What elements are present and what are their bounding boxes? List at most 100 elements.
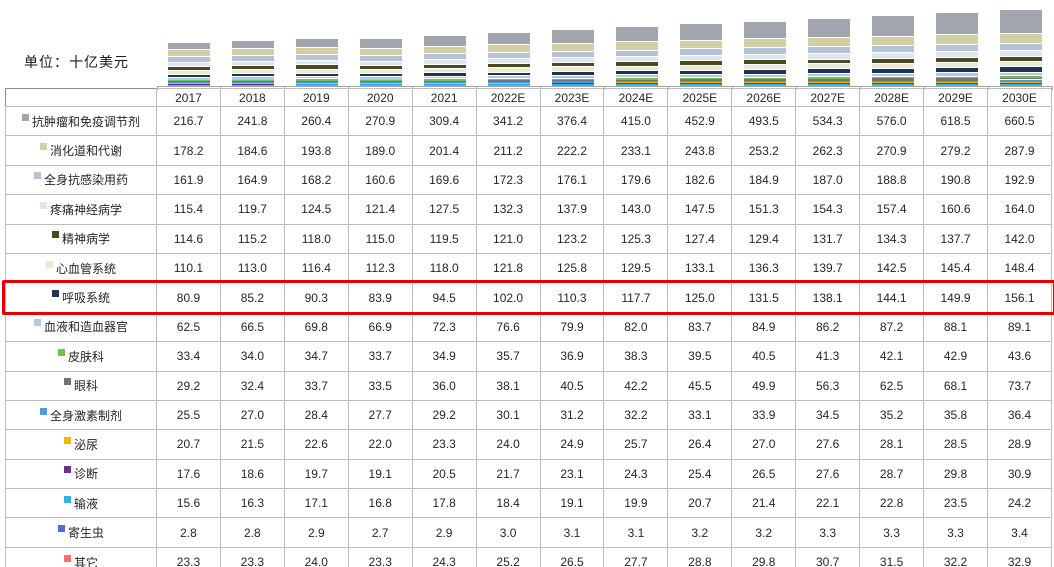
row-label: 眼科 (5, 370, 157, 401)
bar-segment (808, 69, 850, 75)
stacked-bar-2020 (360, 39, 402, 86)
value-cell: 3.3 (923, 517, 988, 548)
bar-segment (424, 80, 466, 82)
bar-segment (744, 84, 786, 85)
value-cell: 114.6 (156, 223, 221, 254)
value-cell: 160.6 (347, 164, 413, 196)
bar-segment (808, 84, 850, 86)
value-cell: 21.5 (219, 429, 285, 460)
bar-segment (296, 80, 338, 82)
value-cell: 190.8 (923, 164, 988, 196)
year-header: 2026E (731, 88, 797, 107)
value-cell: 131.7 (795, 223, 861, 254)
stacked-bar-2019 (296, 38, 338, 86)
value-cell: 30.9 (986, 458, 1053, 490)
value-cell: 139.7 (795, 252, 861, 284)
bar-slot-2018 (221, 0, 285, 90)
bar-segment (936, 62, 978, 69)
value-cell: 66.5 (219, 311, 285, 343)
bar-segment (872, 36, 914, 47)
bar-segment (232, 85, 274, 86)
value-cell: 20.7 (667, 488, 733, 519)
bar-segment (488, 59, 530, 64)
bar-segment (680, 24, 722, 41)
year-header: 2021 (411, 88, 477, 107)
value-cell: 154.3 (795, 194, 861, 225)
value-cell: 2.8 (219, 517, 285, 548)
bar-segment (488, 79, 530, 81)
bar-segment (680, 82, 722, 84)
value-cell: 182.6 (667, 164, 733, 196)
bar-segment (680, 84, 722, 86)
bar-segment (1000, 83, 1042, 85)
value-cell: 493.5 (731, 105, 797, 137)
value-cell: 142.5 (859, 252, 925, 284)
value-cell: 241.8 (219, 105, 285, 137)
legend-swatch-icon (39, 143, 47, 151)
table-row: 消化道和代谢 178.2 184.6 193.8 189.0 201.4 211.2 222.… (5, 135, 1053, 166)
bar-segment (680, 84, 722, 85)
bar-segment (360, 77, 402, 80)
stacked-bar-chart (157, 0, 1053, 90)
bar-segment (360, 83, 402, 85)
bar-segment (936, 78, 978, 81)
table-row: 其它 23.3 23.3 24.0 23.3 24.3 25.2 26.5 27.7 28.8 29… (5, 546, 1053, 567)
bar-segment (808, 74, 850, 78)
legend-swatch-icon (33, 172, 41, 180)
value-cell: 25.2 (475, 546, 541, 567)
bar-slot-2021 (413, 0, 477, 90)
bar-segment (744, 69, 786, 75)
bar-segment (232, 80, 274, 83)
bar-segment (488, 83, 530, 85)
bar-segment (424, 60, 466, 65)
bar-segment (296, 73, 338, 77)
bar-segment (232, 84, 274, 86)
bar-segment (424, 83, 466, 85)
bar-segment (744, 79, 786, 81)
value-cell: 124.5 (283, 194, 349, 225)
year-header: 2019 (283, 88, 349, 107)
bar-segment (616, 78, 658, 80)
stacked-bar-2024E (616, 27, 658, 86)
value-cell: 125.8 (539, 252, 605, 284)
bar-segment (936, 81, 978, 83)
bar-segment (168, 62, 210, 67)
value-cell: 102.0 (475, 282, 541, 313)
value-cell: 118.0 (283, 223, 349, 254)
bar-segment (168, 83, 210, 84)
value-cell: 33.7 (283, 370, 349, 401)
legend-swatch-icon (57, 525, 65, 533)
value-cell: 18.6 (219, 458, 285, 490)
bar-segment (168, 80, 210, 82)
value-cell: 143.0 (603, 194, 669, 225)
value-cell: 31.2 (539, 399, 605, 431)
stacked-bar-2022E (488, 33, 530, 86)
bar-slot-2028E (861, 0, 925, 90)
value-cell: 62.5 (156, 311, 221, 343)
bar-segment (488, 45, 530, 53)
year-header: 2022E (475, 88, 541, 107)
value-cell: 3.1 (539, 517, 605, 548)
value-cell: 127.4 (667, 223, 733, 254)
value-cell: 36.4 (986, 399, 1053, 431)
bar-segment (616, 82, 658, 84)
bar-segment (296, 82, 338, 84)
table-body: 2017 2018 2019 2020 2021 2022E 2023E 2024E 2025E… (5, 88, 1053, 567)
table-row: 全身激素制剂 25.5 27.0 28.4 27.7 29.2 30.1 31.2 32.2 33… (5, 399, 1053, 431)
bar-segment (616, 56, 658, 63)
value-cell: 341.2 (475, 105, 541, 137)
bar-segment (744, 83, 786, 85)
bar-segment (232, 83, 274, 85)
bar-segment (808, 80, 850, 83)
value-cell: 164.9 (219, 164, 285, 196)
value-cell: 148.4 (986, 252, 1053, 284)
bar-segment (232, 49, 274, 56)
value-cell: 83.7 (667, 311, 733, 343)
value-cell: 262.3 (795, 135, 861, 166)
bar-segment (936, 13, 978, 36)
bar-segment (872, 83, 914, 85)
bar-segment (296, 60, 338, 66)
stacked-bar-2023E (552, 30, 594, 86)
bar-segment (168, 82, 210, 84)
